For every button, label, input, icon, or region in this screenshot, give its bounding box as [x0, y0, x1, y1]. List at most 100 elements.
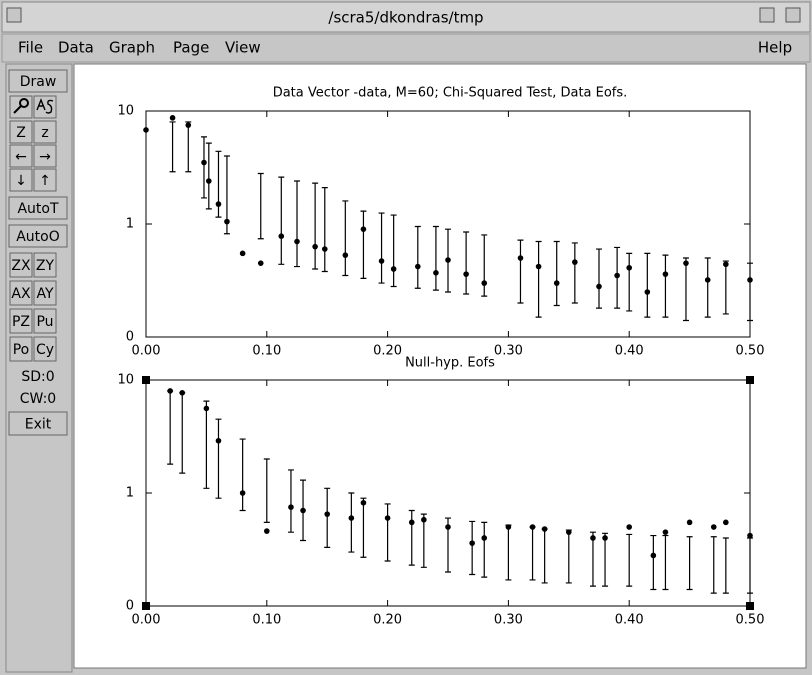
minimize-button[interactable]: [759, 7, 775, 23]
toolbar-label[interactable]: AutoO: [16, 229, 60, 245]
toolbar-button[interactable]: [8, 69, 68, 93]
toolbar-label[interactable]: Po: [13, 342, 30, 358]
menu-item[interactable]: Data: [58, 39, 94, 57]
data-point: [626, 264, 632, 271]
data-point: [747, 277, 753, 283]
toolbar-label[interactable]: →: [39, 149, 51, 165]
error-bar: [481, 521, 488, 578]
data-point: [179, 390, 186, 396]
error-bar: [278, 176, 285, 265]
data-point: [686, 519, 693, 526]
toolbar-label[interactable]: Cy: [36, 342, 54, 358]
y-tick-label: 0: [126, 330, 134, 345]
x-tick-label: 0.40: [615, 344, 644, 359]
toolbar-button[interactable]: [9, 252, 33, 278]
toolbar-button[interactable]: [9, 280, 33, 306]
error-bar: [348, 492, 355, 553]
toolbar-button[interactable]: [8, 224, 68, 248]
data-point: [644, 289, 651, 295]
data-point: [360, 499, 367, 506]
data-point: [390, 266, 397, 272]
data-point: [415, 263, 421, 270]
text-button[interactable]: [33, 95, 57, 119]
data-point: [185, 122, 192, 128]
toolbar-button[interactable]: [9, 168, 33, 192]
toolbar-label[interactable]: Exit: [25, 417, 52, 433]
toolbar-label[interactable]: ZY: [36, 258, 55, 274]
toolbar-button[interactable]: [8, 196, 68, 220]
y-tick-label: 1: [126, 486, 134, 501]
error-bar: [463, 231, 470, 295]
data-point: [626, 524, 632, 530]
error-bar: [390, 214, 397, 288]
x-tick-label: 0.20: [373, 613, 402, 628]
x-tick-label: 0.30: [494, 613, 523, 628]
error-bar: [682, 257, 689, 322]
data-point: [469, 540, 475, 546]
toolbar-label[interactable]: Pu: [36, 314, 53, 330]
error-bar: [287, 469, 294, 533]
menu-item[interactable]: View: [225, 39, 261, 57]
y-tick-label: 10: [117, 104, 134, 119]
toolbar-button[interactable]: [33, 336, 57, 362]
menu-item[interactable]: Page: [173, 39, 209, 57]
toolbar-label[interactable]: ↑: [39, 173, 51, 189]
error-bar: [747, 262, 753, 322]
menu: File Data Graph Page View: [18, 39, 261, 57]
toolbar-button[interactable]: [33, 144, 57, 168]
error-bar: [360, 210, 367, 280]
toolbar-label: CW:0: [20, 391, 56, 407]
toolbar-button[interactable]: [9, 120, 33, 144]
window-menu-button[interactable]: [6, 7, 22, 23]
toolbar-button[interactable]: [9, 144, 33, 168]
error-bar: [432, 225, 439, 291]
toolbar-label[interactable]: Z: [16, 125, 26, 141]
menu-item[interactable]: Graph: [109, 39, 155, 57]
toolbar-label[interactable]: ←: [15, 149, 27, 165]
data-point: [596, 283, 602, 290]
toolbar-button[interactable]: [33, 120, 57, 144]
data-point: [650, 552, 657, 559]
data-point: [433, 269, 439, 276]
toolbar-button[interactable]: [33, 252, 57, 278]
maximize-button[interactable]: [785, 7, 801, 23]
data-point: [662, 529, 669, 535]
data-point: [614, 272, 620, 279]
menu-bar: [1, 33, 811, 63]
data-point: [553, 280, 560, 286]
toolbar-label[interactable]: ZX: [11, 258, 31, 274]
error-bar: [571, 242, 578, 304]
toolbar-button[interactable]: [9, 308, 33, 334]
toolbar-button[interactable]: [9, 336, 33, 362]
error-bar: [626, 252, 633, 312]
chart-title: Data Vector -data, M=60; Chi-Squared Tes…: [273, 86, 628, 101]
toolbar-label[interactable]: ↓: [15, 173, 27, 189]
toolbar-label[interactable]: Draw: [20, 74, 57, 90]
toolbar-button[interactable]: [8, 411, 68, 436]
data-point: [294, 238, 300, 245]
y-tick-label: 1: [126, 217, 134, 232]
title-bar: [1, 1, 811, 33]
toolbar-button[interactable]: [33, 280, 57, 306]
data-point: [324, 511, 331, 517]
chart-title: Null-hyp. Eofs: [405, 356, 495, 371]
toolbar-button[interactable]: [33, 168, 57, 192]
data-point: [239, 250, 246, 257]
toolbar-label[interactable]: AY: [36, 286, 53, 302]
data-point: [143, 127, 149, 133]
toolbar-label[interactable]: PZ: [12, 314, 30, 330]
menu-item[interactable]: File: [18, 39, 43, 57]
toolbar-button[interactable]: [33, 308, 57, 334]
data-point: [408, 519, 415, 526]
toolbar-label[interactable]: AX: [11, 286, 31, 302]
error-bar: [324, 487, 331, 549]
toolbar-label[interactable]: z: [41, 125, 48, 141]
help-menu[interactable]: Help: [758, 39, 792, 57]
icon-row: [9, 95, 57, 119]
toolbar-label[interactable]: AutoT: [17, 201, 59, 217]
data-point: [463, 271, 469, 277]
error-bar: [321, 186, 328, 273]
data-point: [481, 535, 488, 541]
data-point: [288, 504, 294, 510]
